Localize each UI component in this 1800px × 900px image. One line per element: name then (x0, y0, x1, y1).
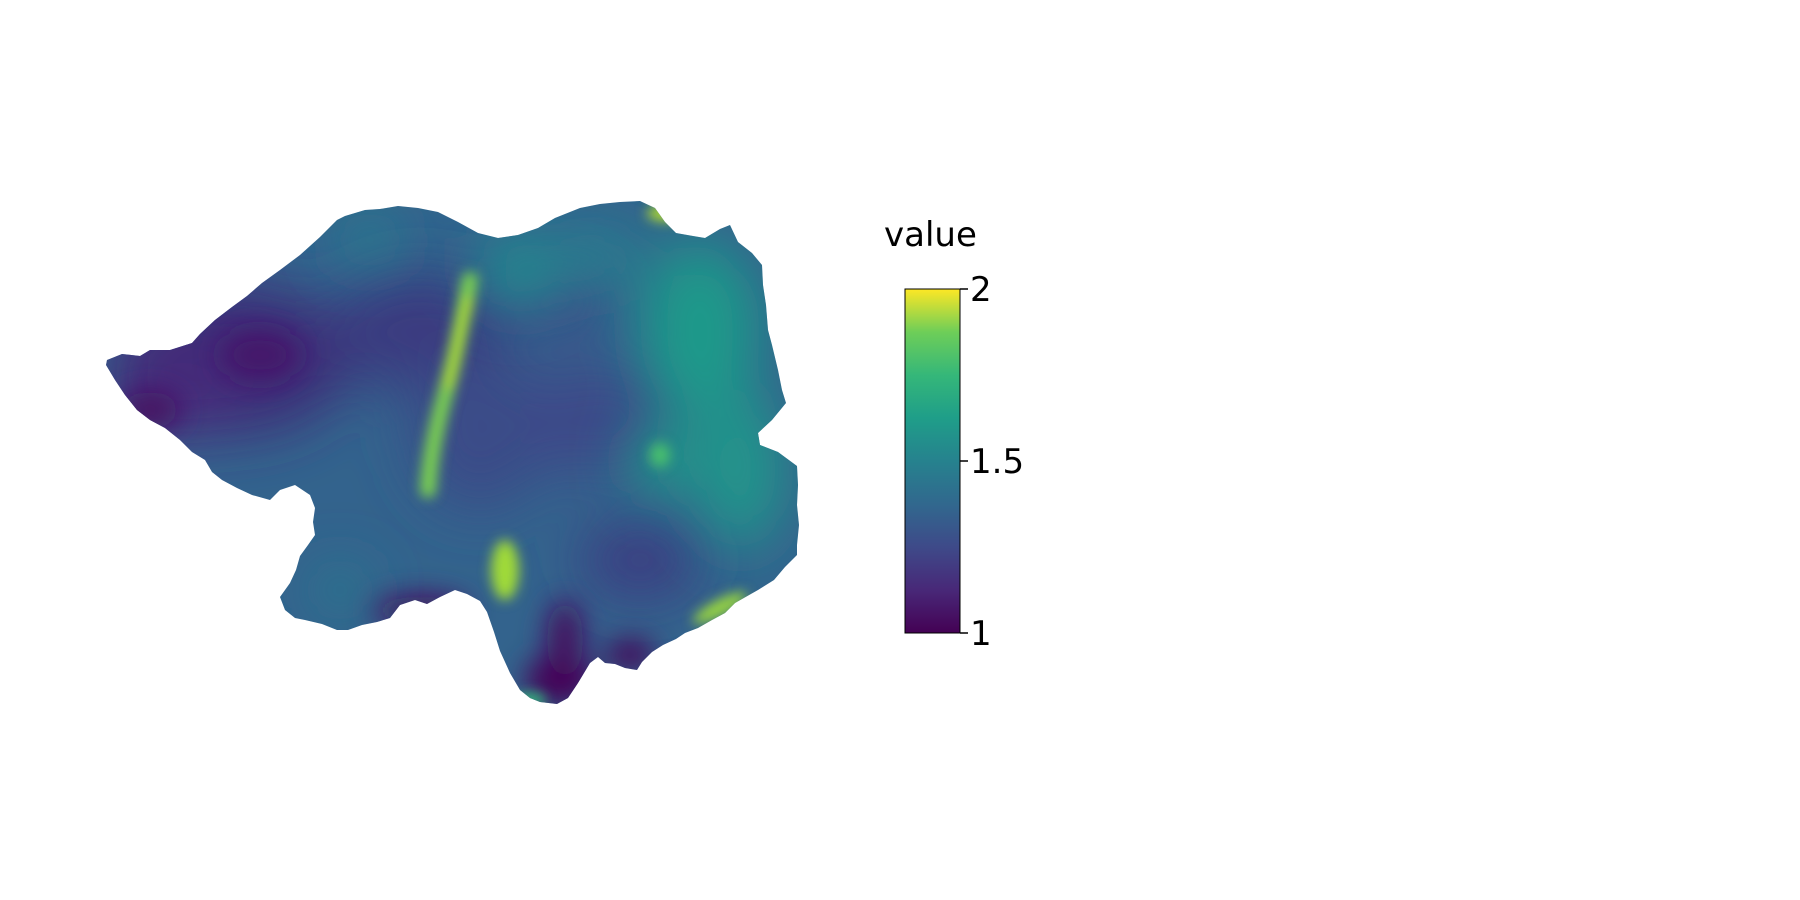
colorbar-tick-label: 2 (970, 270, 992, 310)
colorbar-gradient (904, 288, 961, 634)
colorbar-ticks: 21.51 (960, 270, 1024, 654)
colorbar: value 21.51 (884, 215, 1024, 654)
high-value-ridges (420, 205, 747, 704)
choropleth-region (106, 201, 799, 704)
colorbar-tick-label: 1.5 (970, 442, 1024, 482)
colorbar-title: value (884, 215, 977, 255)
mid-value-zones (310, 218, 785, 615)
colorbar-tick-label: 1 (970, 614, 992, 654)
